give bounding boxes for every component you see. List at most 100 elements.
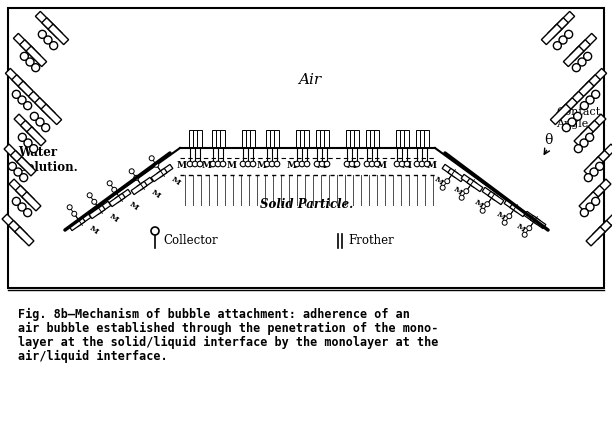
Circle shape <box>129 169 134 174</box>
Circle shape <box>553 41 561 50</box>
Circle shape <box>527 226 532 231</box>
Bar <box>95 201 111 215</box>
Bar <box>15 185 34 204</box>
Circle shape <box>112 187 117 192</box>
Bar <box>370 130 375 147</box>
Bar <box>109 194 125 206</box>
Bar <box>220 130 225 147</box>
Circle shape <box>134 175 139 180</box>
Bar <box>419 130 425 147</box>
Bar <box>574 127 593 146</box>
Text: M: M <box>88 224 100 236</box>
Bar <box>324 130 329 147</box>
Bar <box>115 189 131 203</box>
Bar <box>587 114 606 133</box>
Bar <box>12 75 32 95</box>
Text: M: M <box>377 161 387 170</box>
Bar <box>510 203 526 216</box>
Text: M: M <box>170 175 182 187</box>
Bar <box>599 214 612 233</box>
Circle shape <box>18 133 26 141</box>
Text: Frother: Frother <box>348 234 394 247</box>
Circle shape <box>42 124 50 132</box>
Circle shape <box>592 197 600 205</box>
Circle shape <box>72 211 76 216</box>
Circle shape <box>568 118 576 126</box>
Circle shape <box>445 179 450 184</box>
Bar <box>365 130 370 147</box>
Circle shape <box>586 133 594 141</box>
Circle shape <box>154 162 159 167</box>
Bar <box>151 168 167 181</box>
Text: Collector: Collector <box>163 234 218 247</box>
Circle shape <box>50 41 58 50</box>
Circle shape <box>149 156 154 161</box>
Text: M: M <box>177 161 187 170</box>
Circle shape <box>250 161 256 167</box>
Circle shape <box>274 161 280 167</box>
Bar <box>580 121 600 140</box>
Circle shape <box>245 161 251 167</box>
Bar <box>245 130 250 147</box>
Bar <box>41 104 62 124</box>
Bar <box>196 130 201 147</box>
Circle shape <box>480 208 485 213</box>
Circle shape <box>9 162 17 170</box>
Bar <box>299 130 305 147</box>
Bar <box>395 130 400 147</box>
Text: M: M <box>515 222 527 234</box>
Circle shape <box>39 30 47 38</box>
Bar <box>242 130 247 147</box>
Circle shape <box>502 220 507 225</box>
Bar <box>35 98 55 118</box>
Circle shape <box>151 227 159 235</box>
Text: Solid Particle.: Solid Particle. <box>260 198 354 212</box>
Circle shape <box>574 145 583 152</box>
Circle shape <box>419 161 425 167</box>
Bar <box>592 179 611 198</box>
Bar <box>20 40 40 60</box>
Circle shape <box>344 161 350 167</box>
Circle shape <box>197 161 203 167</box>
Bar <box>266 130 271 147</box>
Text: M: M <box>452 185 464 197</box>
Circle shape <box>210 161 216 167</box>
Bar <box>269 130 275 147</box>
Bar <box>550 104 571 124</box>
Circle shape <box>562 124 570 132</box>
Bar <box>354 130 359 147</box>
Text: M: M <box>128 200 140 212</box>
Circle shape <box>578 58 586 66</box>
Bar <box>6 68 26 89</box>
Circle shape <box>424 161 430 167</box>
Circle shape <box>324 161 330 167</box>
Circle shape <box>304 161 310 167</box>
Circle shape <box>12 90 20 98</box>
Text: M: M <box>202 161 212 170</box>
Bar <box>524 211 540 225</box>
Bar <box>18 81 39 102</box>
Bar <box>403 130 408 147</box>
Text: M: M <box>227 161 237 170</box>
Circle shape <box>580 102 588 110</box>
Bar <box>586 185 605 204</box>
Bar <box>346 130 351 147</box>
Bar <box>4 144 23 163</box>
Circle shape <box>87 193 92 198</box>
Circle shape <box>586 203 594 211</box>
Circle shape <box>522 232 527 237</box>
Text: θ: θ <box>544 133 552 147</box>
Text: Contact
Angle: Contact Angle <box>556 107 600 129</box>
Circle shape <box>31 112 39 121</box>
Text: M: M <box>427 161 437 170</box>
Circle shape <box>404 161 410 167</box>
Bar <box>193 130 198 147</box>
Circle shape <box>18 96 26 104</box>
Circle shape <box>584 52 592 60</box>
Circle shape <box>187 161 193 167</box>
Circle shape <box>559 36 567 44</box>
Bar <box>10 150 29 169</box>
Bar <box>591 150 610 169</box>
Bar <box>2 214 21 233</box>
Bar <box>15 227 34 246</box>
